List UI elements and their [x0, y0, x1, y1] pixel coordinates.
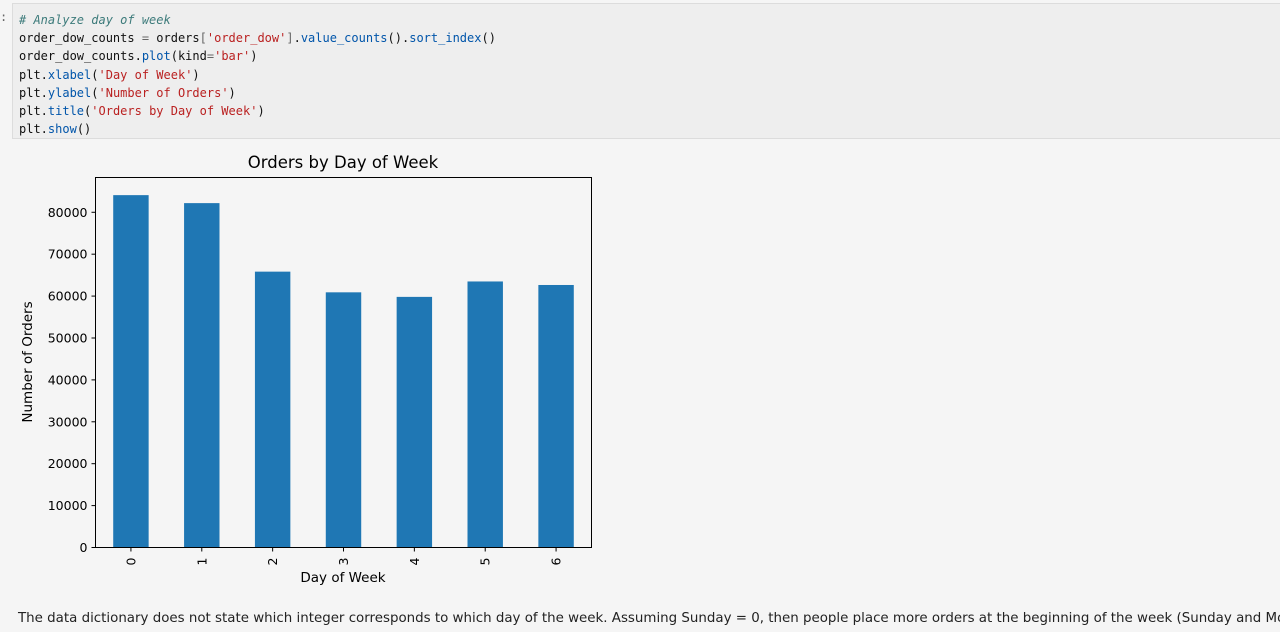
y-tick-label: 30000 [48, 414, 88, 429]
code-token: order_dow_counts [19, 31, 142, 46]
y-tick-label: 40000 [48, 372, 88, 387]
code-token: ) [257, 104, 265, 119]
code-token: 'Day of Week' [98, 67, 193, 82]
cell-output: Orders by Day of Week 0 10000 20000 30000 40… [0, 140, 1280, 632]
y-tick-label: 50000 [48, 330, 88, 345]
x-tick-label: 2 [265, 558, 280, 566]
x-tick-label: 3 [336, 558, 351, 566]
bar-4 [396, 296, 433, 548]
code-token: . [293, 31, 301, 46]
chart-title: Orders by Day of Week [248, 153, 439, 172]
code-token: plt. [19, 122, 48, 137]
x-tick-label: 0 [123, 557, 138, 565]
y-tick-label: 20000 [48, 456, 88, 471]
code-token: (kind [170, 49, 207, 64]
bar-chart: Orders by Day of Week 010000200003000040… [20, 153, 592, 586]
bars-layer [113, 195, 574, 548]
bar-5 [467, 281, 503, 548]
code-line: plt.xlabel('Day of Week') [19, 66, 496, 84]
code-token: () [76, 122, 92, 137]
bar-2 [254, 271, 291, 548]
code-token: title [47, 104, 85, 119]
cell-prompt: : [0, 10, 8, 24]
code-token: value_counts [300, 31, 388, 46]
code-line: plt.ylabel('Number of Orders') [19, 84, 496, 102]
code-token: 'order_dow' [206, 31, 287, 46]
code-token: [ [199, 31, 207, 46]
code-token: 'bar' [214, 49, 251, 64]
code-token: ( [84, 104, 92, 119]
code-token: ) [228, 85, 236, 100]
code-token: xlabel [47, 67, 92, 82]
x-tick-label: 5 [478, 558, 493, 566]
x-tick-label: 1 [194, 558, 209, 566]
code-token: order_dow_counts. [19, 49, 142, 64]
y-tick-label: 10000 [48, 498, 88, 513]
code-token: () [481, 31, 496, 46]
y-axis-label: Number of Orders [20, 301, 36, 422]
code-token: ylabel [47, 85, 92, 100]
code-token: = [141, 31, 150, 46]
code-token: ( [91, 85, 99, 100]
axes-layer: 0 10000 20000 30000 40000 50000 60000 70000 8000… [48, 177, 592, 566]
code-token: ( [91, 67, 99, 82]
y-tick-label: 0 [80, 540, 88, 555]
bar-1 [184, 203, 220, 548]
code-token: ] [286, 31, 294, 46]
y-tick-label: 70000 [48, 247, 88, 262]
code-token: show [47, 122, 77, 137]
code-token: 'Number of Orders' [98, 85, 229, 100]
bar-3 [325, 292, 362, 548]
code-token: orders [149, 31, 200, 46]
code-line: plt.show() [19, 120, 496, 138]
code-token: = [206, 49, 215, 64]
code-line: order_dow_counts.plot(kind='bar') [19, 47, 496, 65]
code-token: ) [192, 67, 200, 82]
code-line: # Analyze day of week [19, 11, 496, 29]
code-token: ) [250, 49, 258, 64]
code-token: plt. [19, 104, 48, 119]
code-token: # Analyze day of week [19, 13, 171, 27]
markdown-text: The data dictionary does not state which… [18, 611, 1280, 626]
x-axis-label: Day of Week [300, 570, 385, 586]
x-tick-label: 6 [549, 557, 564, 565]
code-token: plot [141, 49, 171, 64]
code-token: 'Orders by Day of Week' [91, 104, 258, 119]
x-tick-label: 4 [407, 557, 422, 565]
code-line: order_dow_counts = orders['order_dow'].v… [19, 29, 496, 47]
code-token: (). [387, 31, 410, 46]
bar-0 [113, 195, 149, 548]
code-token: plt. [19, 85, 48, 100]
y-tick-label: 60000 [48, 289, 88, 304]
code-token: sort_index [409, 31, 482, 46]
bar-6 [538, 284, 574, 548]
code-line: plt.title('Orders by Day of Week') [19, 102, 496, 120]
code-cell[interactable]: # Analyze day of week order_dow_counts = … [12, 3, 1280, 139]
y-tick-label: 80000 [48, 205, 88, 220]
code-token: plt. [19, 67, 48, 82]
code-editor[interactable]: # Analyze day of week order_dow_counts = … [19, 11, 496, 138]
